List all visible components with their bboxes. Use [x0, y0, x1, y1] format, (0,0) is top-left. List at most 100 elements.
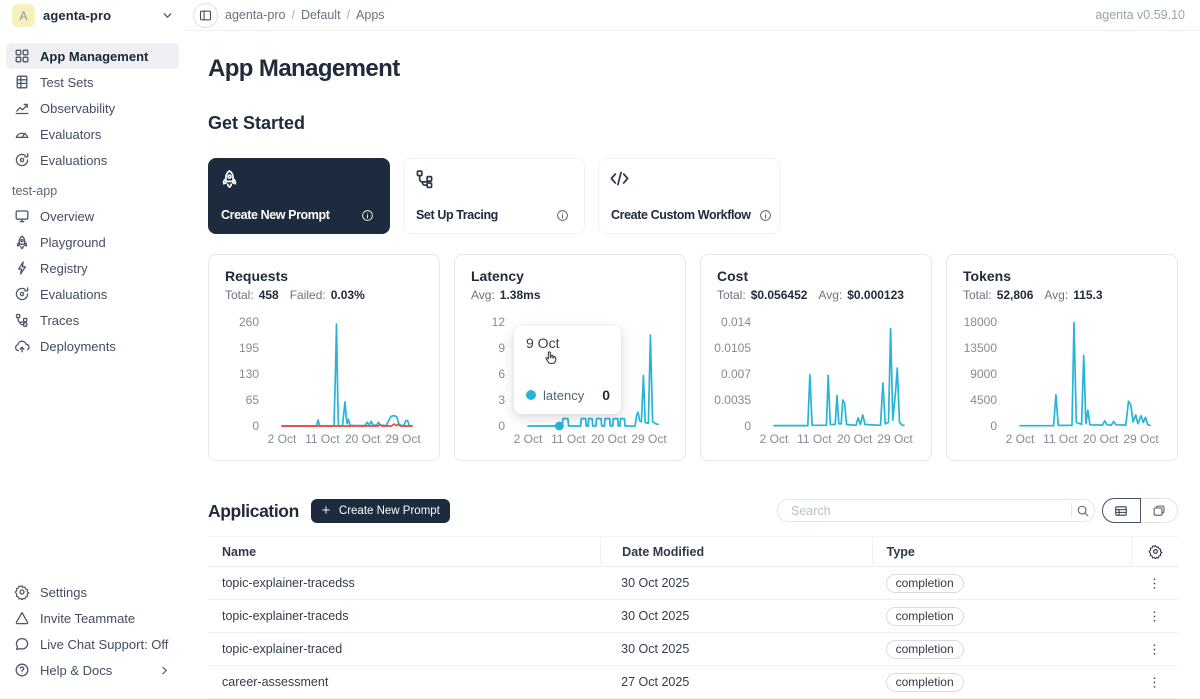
table-row[interactable]: career-assessment 27 Oct 2025 completion	[208, 666, 1178, 699]
stat-label: Total:	[717, 288, 746, 302]
stat-value: 115.3	[1073, 288, 1103, 302]
get-started-card-set-up-tracing[interactable]: Set Up Tracing	[403, 158, 585, 234]
traces-icon	[14, 312, 30, 328]
sidebar-app-nav: Overview Playground Registry Evaluations Tra…	[0, 203, 185, 359]
sidebar-item-evaluations[interactable]: Evaluations	[6, 281, 179, 307]
stat-card-title: Tokens	[963, 268, 1011, 284]
get-started-card-label: Create New Prompt	[221, 208, 330, 222]
x-axis-label: 2 Oct	[1006, 432, 1035, 446]
stat-card-title: Latency	[471, 268, 524, 284]
y-axis-label: 0.0105	[714, 341, 751, 355]
stat-card-requests: Requests Total: 458 Failed: 0.03% 260 195 130 65…	[208, 254, 440, 461]
get-started-card-create-custom-workflow[interactable]: Create Custom Workflow	[598, 158, 780, 234]
workspace-selector[interactable]: A agenta-pro	[0, 0, 185, 31]
y-axis-label: 18000	[964, 315, 998, 329]
row-menu-button[interactable]	[1146, 574, 1164, 592]
sidebar-item-traces[interactable]: Traces	[6, 307, 179, 333]
row-actions-cell	[1131, 607, 1178, 625]
stat-card-latency: Latency Avg: 1.38ms 12 9 6 3 0 2 Oct 11 Oct 20 Oct…	[454, 254, 686, 461]
sidebar-item-deployments[interactable]: Deployments	[6, 333, 179, 359]
sidebar-item-evaluators[interactable]: Evaluators	[6, 121, 179, 147]
sidebar-item-label: Evaluators	[40, 126, 102, 142]
info-icon[interactable]	[759, 209, 772, 222]
stat-card-tokens: Tokens Total: 52,806 Avg: 115.3 18000 13500 900…	[946, 254, 1178, 461]
gear-icon	[14, 584, 30, 600]
sidebar-item-label: Playground	[40, 234, 106, 250]
table-settings-button[interactable]	[1145, 542, 1165, 562]
table-row[interactable]: topic-explainer-traceds 30 Oct 2025 comple…	[208, 600, 1178, 633]
info-icon[interactable]	[361, 209, 374, 222]
breadcrumb-item[interactable]: agenta-pro	[225, 8, 286, 22]
table-row[interactable]: topic-explainer-traced 30 Oct 2025 complet…	[208, 633, 1178, 666]
latency-chart[interactable]: 12 9 6 3 0 2 Oct 11 Oct 20 Oct 29 Oct	[455, 255, 685, 460]
cost-line	[773, 327, 905, 427]
row-menu-button[interactable]	[1146, 607, 1164, 625]
table-header: Name Date Modified Type	[208, 537, 1178, 567]
sidebar-section-label: test-app	[12, 184, 58, 198]
x-axis-label: 11 Oct	[305, 432, 340, 446]
info-icon[interactable]	[556, 209, 569, 222]
breadcrumb: agenta-pro / Default / Apps	[225, 8, 385, 22]
y-axis-label: 3	[498, 393, 505, 407]
sidebar-toggle-button[interactable]	[193, 2, 218, 28]
type-badge: completion	[885, 573, 964, 593]
search-input[interactable]	[778, 500, 1071, 521]
invite-icon	[14, 610, 30, 626]
sidebar-item-settings[interactable]: Settings	[6, 579, 179, 605]
y-axis-label: 65	[246, 393, 260, 407]
sidebar-item-test-sets[interactable]: Test Sets	[6, 69, 179, 95]
application-heading: Application	[208, 500, 299, 521]
sidebar-item-observability[interactable]: Observability	[6, 95, 179, 121]
row-menu-button[interactable]	[1146, 640, 1164, 658]
get-started-card-create-new-prompt[interactable]: Create New Prompt	[208, 158, 390, 234]
app-name-cell: career-assessment	[222, 675, 329, 689]
sidebar-item-evaluations[interactable]: Evaluations	[6, 147, 179, 173]
table-row[interactable]: topic-explainer-tracedss 30 Oct 2025 compl…	[208, 567, 1178, 600]
cost-chart[interactable]: 0.014 0.0105 0.007 0.0035 0 2 Oct 11 Oct 20 Oct…	[701, 255, 931, 460]
sidebar-item-invite-teammate[interactable]: Invite Teammate	[6, 605, 179, 631]
kebab-icon	[1147, 642, 1162, 657]
stat-label: Total:	[963, 288, 992, 302]
stat-value: $0.056452	[750, 288, 808, 302]
sidebar-item-registry[interactable]: Registry	[6, 255, 179, 281]
date-modified-cell: 30 Oct 2025	[621, 576, 690, 590]
create-new-prompt-button[interactable]: Create New Prompt	[310, 498, 450, 523]
x-axis-label: 20 Oct	[591, 432, 627, 446]
row-actions-cell	[1131, 574, 1178, 592]
stat-label: Failed:	[289, 288, 326, 302]
sidebar-item-live-chat-support-off[interactable]: Live Chat Support: Off	[6, 631, 179, 657]
breadcrumb-item[interactable]: Default	[300, 8, 341, 22]
evaluators-icon	[14, 126, 30, 142]
get-started-card-label-row: Create New Prompt	[219, 208, 374, 222]
breadcrumb-item[interactable]: Apps	[356, 8, 385, 22]
y-axis-label: 9	[498, 341, 505, 355]
tokens-chart[interactable]: 18000 13500 9000 4500 0 2 Oct 11 Oct 20 Oct 29 O…	[947, 255, 1177, 460]
sidebar-item-app-management[interactable]: App Management	[6, 43, 179, 69]
card-view-button[interactable]	[1141, 499, 1178, 522]
date-modified-cell: 27 Oct 2025	[621, 675, 690, 689]
hovered-point-marker	[554, 421, 564, 431]
sidebar-item-overview[interactable]: Overview	[6, 203, 179, 229]
stat-label: Avg:	[818, 288, 843, 302]
table-view-button[interactable]	[1102, 498, 1141, 523]
sidebar-item-label: Overview	[40, 208, 95, 224]
kebab-icon	[1147, 609, 1162, 624]
stat-value: $0.000123	[847, 288, 904, 302]
requests-chart[interactable]: 260 195 130 65 0 2 Oct 11 Oct 20 Oct 29 Oct	[209, 255, 439, 460]
stat-label: Total:	[225, 288, 254, 302]
y-axis-label: 4500	[970, 393, 997, 407]
row-menu-button[interactable]	[1146, 673, 1164, 691]
sidebar-item-label: Test Sets	[40, 74, 94, 90]
date-modified-cell: 30 Oct 2025	[621, 642, 690, 656]
row-actions-cell	[1131, 673, 1178, 691]
search-button[interactable]	[1071, 503, 1094, 518]
requests-line	[281, 323, 413, 427]
breadcrumb-separator: /	[346, 8, 351, 22]
sidebar-item-playground[interactable]: Playground	[6, 229, 179, 255]
get-started-card-label-row: Create Custom Workflow	[609, 208, 771, 222]
workspace-avatar: A	[12, 4, 35, 27]
search-box	[777, 499, 1095, 522]
sidebar-item-help-docs[interactable]: Help & Docs	[6, 657, 179, 683]
sidebar-item-label: Evaluations	[40, 152, 108, 168]
app-name-cell: topic-explainer-tracedss	[222, 576, 355, 590]
